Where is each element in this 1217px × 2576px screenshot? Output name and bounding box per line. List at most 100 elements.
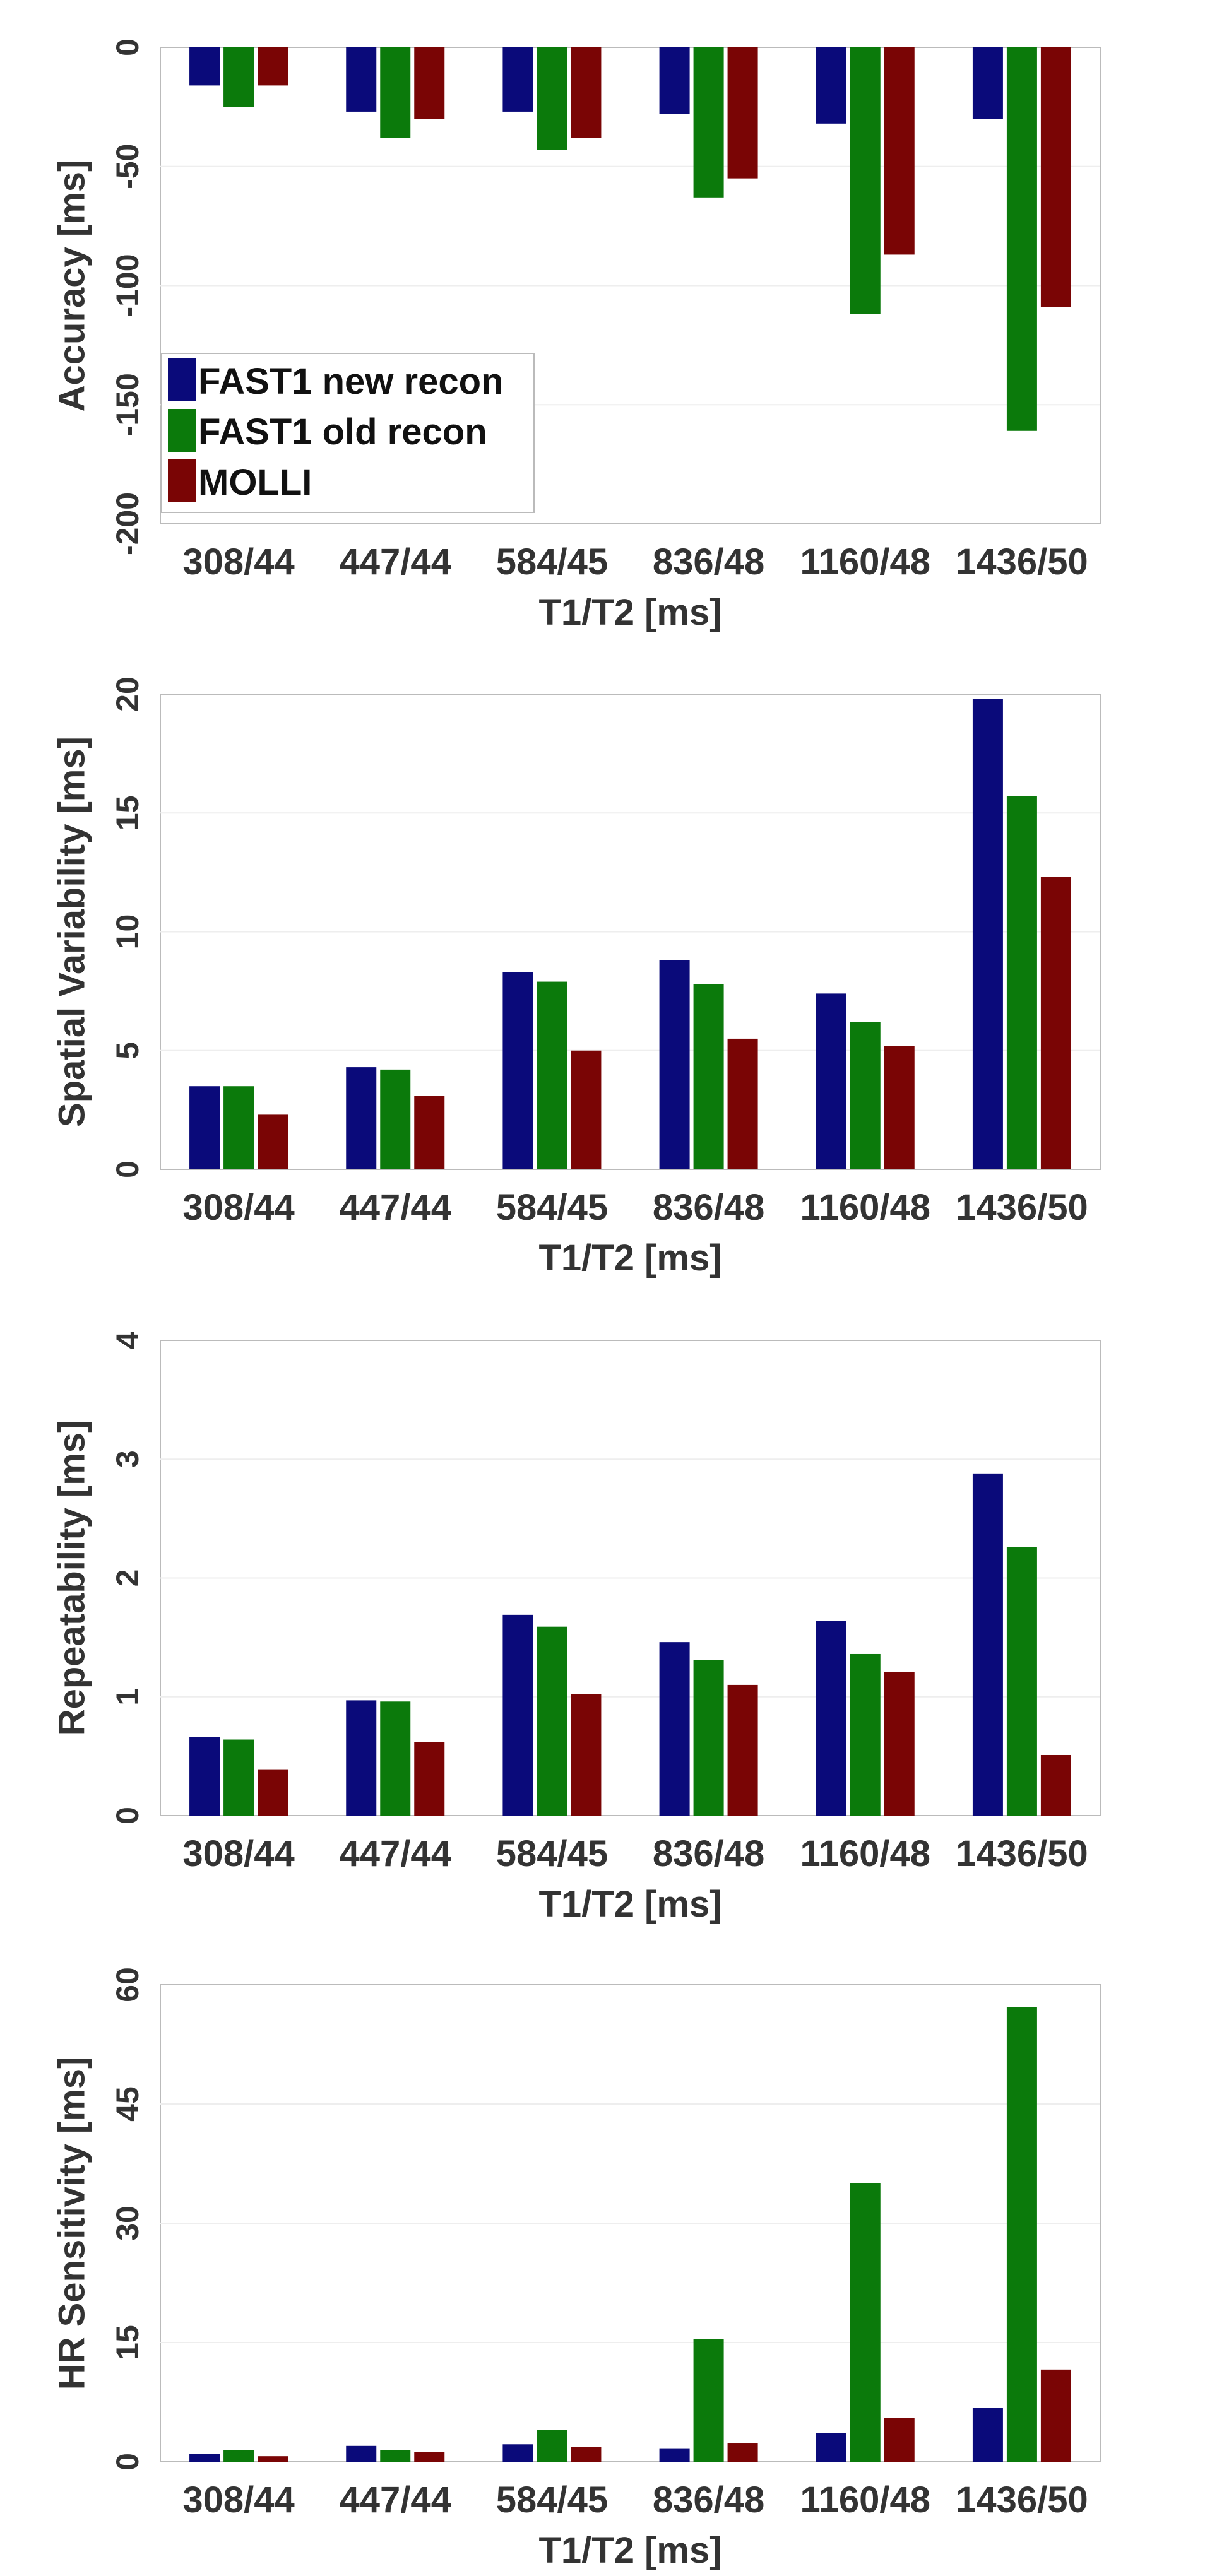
bar-molli-4 — [727, 1684, 758, 1816]
x-axis-title: T1/T2 [ms] — [538, 1884, 721, 1925]
bar-molli-4 — [727, 2443, 758, 2462]
y-tick-label: 30 — [110, 2206, 145, 2241]
bar-molli-3 — [571, 1050, 602, 1169]
bar-molli-4 — [727, 1038, 758, 1169]
bar-fast1-old-recon-6 — [1006, 2007, 1037, 2462]
x-tick-label: 308/44 — [182, 1833, 294, 1874]
chart-panel-2: 0 5 10 15 20 Spatial Variability [ms] 308/44 44… — [51, 676, 1101, 1279]
x-tick-label: 308/44 — [182, 2479, 294, 2520]
bar-fast1-new-recon-2 — [346, 47, 377, 112]
bar-fast1-new-recon-5 — [816, 1621, 846, 1816]
x-tick-label: 1436/50 — [956, 1833, 1088, 1874]
bar-fast1-old-recon-6 — [1006, 1547, 1037, 1816]
x-tick-label: 1436/50 — [956, 1187, 1088, 1228]
bar-molli-6 — [1040, 1754, 1071, 1816]
bar-fast1-new-recon-1 — [189, 2454, 220, 2462]
legend-label: MOLLI — [198, 462, 312, 503]
bar-fast1-old-recon-4 — [693, 1660, 724, 1816]
x-tick-label: 584/45 — [496, 1187, 608, 1228]
bar-molli-5 — [884, 2418, 915, 2462]
bar-molli-1 — [258, 47, 288, 86]
x-tick-label: 447/44 — [340, 1187, 451, 1228]
x-axis-title: T1/T2 [ms] — [538, 592, 721, 633]
y-tick-label: 0 — [110, 2453, 145, 2471]
x-tick-label: 584/45 — [496, 541, 608, 582]
x-tick-label: 836/48 — [653, 2479, 764, 2520]
x-tick-label: 836/48 — [653, 541, 764, 582]
y-tick-label: 0 — [110, 38, 145, 56]
x-tick-label: 836/48 — [653, 1187, 764, 1228]
x-tick-label: 836/48 — [653, 1833, 764, 1874]
y-tick-label: 15 — [110, 795, 145, 830]
x-tick-label: 1436/50 — [956, 2479, 1088, 2520]
bar-fast1-old-recon-3 — [537, 1626, 567, 1816]
y-axis-title: Accuracy [ms] — [51, 160, 92, 412]
bar-fast1-old-recon-2 — [380, 47, 411, 138]
bar-fast1-old-recon-1 — [223, 47, 254, 107]
legend-label: FAST1 old recon — [198, 411, 487, 452]
bar-fast1-new-recon-3 — [502, 1614, 533, 1816]
bar-molli-1 — [258, 1769, 288, 1816]
x-tick-label: 1160/48 — [800, 2479, 930, 2520]
bar-molli-6 — [1040, 47, 1071, 307]
bar-fast1-new-recon-6 — [972, 2408, 1003, 2462]
bar-fast1-new-recon-1 — [189, 47, 220, 86]
y-tick-label: 1 — [110, 1688, 145, 1706]
y-axis-title: Repeatability [ms] — [51, 1421, 92, 1736]
y-tick-label: 3 — [110, 1450, 145, 1468]
y-tick-label: 0 — [110, 1161, 145, 1178]
x-tick-label: 1160/48 — [800, 541, 930, 582]
y-tick-label: 4 — [110, 1332, 145, 1349]
bar-molli-2 — [414, 1096, 445, 1169]
bar-molli-1 — [258, 2456, 288, 2462]
bar-fast1-new-recon-2 — [346, 2445, 377, 2462]
y-tick-label: -100 — [110, 254, 145, 317]
bar-fast1-new-recon-3 — [502, 47, 533, 112]
y-axis-title: Spatial Variability [ms] — [51, 736, 92, 1127]
y-tick-label: 15 — [110, 2325, 145, 2360]
legend-swatch — [168, 459, 196, 502]
x-tick-label: 308/44 — [182, 1187, 294, 1228]
bar-fast1-old-recon-2 — [380, 1701, 411, 1816]
x-axis-title: T1/T2 [ms] — [538, 2530, 721, 2571]
bar-fast1-new-recon-6 — [972, 1473, 1003, 1816]
bar-fast1-new-recon-5 — [816, 2433, 846, 2462]
bar-fast1-old-recon-6 — [1006, 47, 1037, 431]
bar-fast1-old-recon-3 — [537, 47, 567, 150]
x-tick-label: 447/44 — [340, 541, 451, 582]
bar-molli-2 — [414, 1742, 445, 1816]
x-tick-label: 308/44 — [182, 541, 294, 582]
y-tick-label: 45 — [110, 2086, 145, 2122]
bar-fast1-old-recon-4 — [693, 2339, 724, 2462]
y-tick-label: -50 — [110, 144, 145, 189]
bar-fast1-new-recon-4 — [659, 1642, 690, 1816]
bar-fast1-new-recon-4 — [659, 2448, 690, 2462]
y-tick-label: 5 — [110, 1042, 145, 1060]
bar-molli-6 — [1040, 877, 1071, 1169]
y-tick-label: 0 — [110, 1807, 145, 1824]
bar-fast1-new-recon-6 — [972, 699, 1003, 1169]
bar-molli-3 — [571, 2447, 602, 2462]
bar-molli-4 — [727, 47, 758, 179]
y-tick-label: 20 — [110, 676, 145, 712]
bar-molli-3 — [571, 47, 602, 138]
bar-fast1-old-recon-5 — [850, 1022, 881, 1169]
bar-fast1-new-recon-6 — [972, 47, 1003, 119]
bar-fast1-old-recon-4 — [693, 47, 724, 198]
bar-molli-2 — [414, 2452, 445, 2462]
bar-fast1-old-recon-2 — [380, 2450, 411, 2462]
bar-fast1-new-recon-5 — [816, 993, 846, 1169]
bar-molli-2 — [414, 47, 445, 119]
x-tick-label: 447/44 — [340, 2479, 451, 2520]
bar-fast1-old-recon-1 — [223, 1739, 254, 1816]
y-tick-label: 60 — [110, 1967, 145, 2002]
bar-fast1-old-recon-6 — [1006, 796, 1037, 1169]
chart-panel-4: 0 15 30 45 60 HR Sensitivity [ms] 308/44 447/44… — [51, 1967, 1101, 2571]
bar-molli-1 — [258, 1114, 288, 1169]
x-tick-label: 1436/50 — [956, 541, 1088, 582]
bar-fast1-old-recon-5 — [850, 2183, 881, 2462]
bar-fast1-new-recon-3 — [502, 2444, 533, 2462]
bar-molli-6 — [1040, 2369, 1071, 2462]
bar-fast1-new-recon-2 — [346, 1067, 377, 1169]
